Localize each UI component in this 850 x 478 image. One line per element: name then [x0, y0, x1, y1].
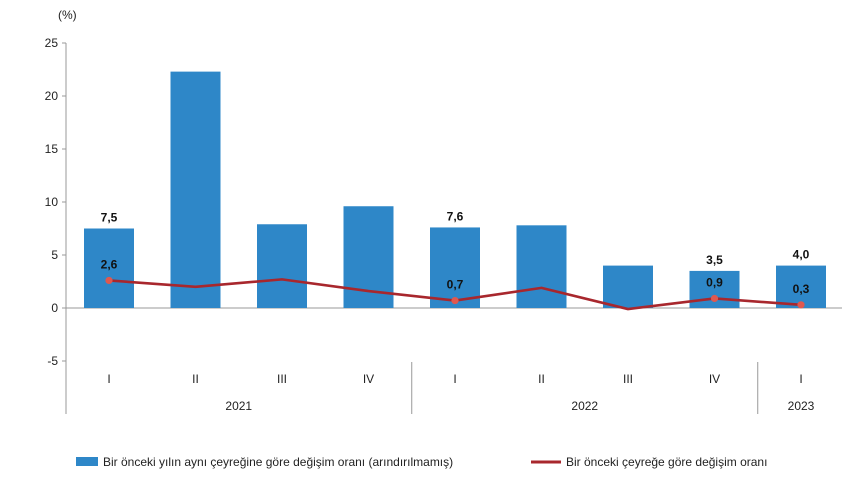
- x-tick-label: I: [453, 372, 456, 386]
- line-point: [710, 294, 719, 303]
- y-unit-label: (%): [58, 8, 77, 22]
- line-point: [105, 276, 113, 285]
- x-tick-label: II: [538, 372, 545, 386]
- y-tick-label: 5: [51, 248, 58, 262]
- y-tick-label: 0: [51, 301, 58, 315]
- legend-label-line: Bir önceki çeyreğe göre değişim oranı: [566, 455, 767, 469]
- bar: [84, 228, 134, 308]
- bar: [603, 265, 653, 308]
- y-tick-label: 10: [45, 195, 59, 209]
- bar: [430, 227, 480, 308]
- x-tick-label: III: [277, 372, 287, 386]
- x-tick-label: IV: [363, 372, 374, 386]
- line-value-label: 2,6: [101, 257, 118, 271]
- line-series: [105, 276, 805, 311]
- year-label: 2022: [571, 399, 598, 413]
- y-tick-label: -5: [47, 354, 58, 368]
- bar-value-label: 4,0: [793, 248, 810, 262]
- bar-value-label: 7,6: [447, 209, 464, 223]
- line-value-label: 0,9: [706, 275, 723, 289]
- bar-value-label: 3,5: [706, 253, 723, 267]
- x-tick-label: I: [107, 372, 110, 386]
- line-point: [797, 301, 805, 309]
- line-point: [451, 296, 459, 305]
- legend: Bir önceki yılın aynı çeyreğine göre değ…: [76, 455, 767, 469]
- legend-swatch-bar: [76, 457, 98, 466]
- bar: [257, 224, 307, 308]
- bar: [170, 71, 221, 309]
- x-tick-label: II: [192, 372, 199, 386]
- legend-label-bar: Bir önceki yılın aynı çeyreğine göre değ…: [103, 455, 453, 469]
- data-labels: 7,5 7,6 3,5 4,0 2,6 0,7 0,9 0,3: [101, 209, 810, 295]
- bar-value-label: 7,5: [101, 211, 118, 225]
- bar: [516, 225, 567, 308]
- year-label: 2023: [788, 399, 815, 413]
- x-tick-label: IV: [709, 372, 720, 386]
- year-label: 2021: [225, 399, 252, 413]
- line-value-label: 0,7: [447, 278, 464, 292]
- bar: [776, 265, 826, 308]
- x-tick-label: I: [799, 372, 802, 386]
- x-tick-label: III: [623, 372, 633, 386]
- bar-series: [84, 71, 826, 309]
- y-tick-label: 20: [45, 89, 59, 103]
- y-tick-label: 25: [45, 36, 59, 50]
- y-tick-label: 15: [45, 142, 59, 156]
- line-value-label: 0,3: [793, 282, 810, 296]
